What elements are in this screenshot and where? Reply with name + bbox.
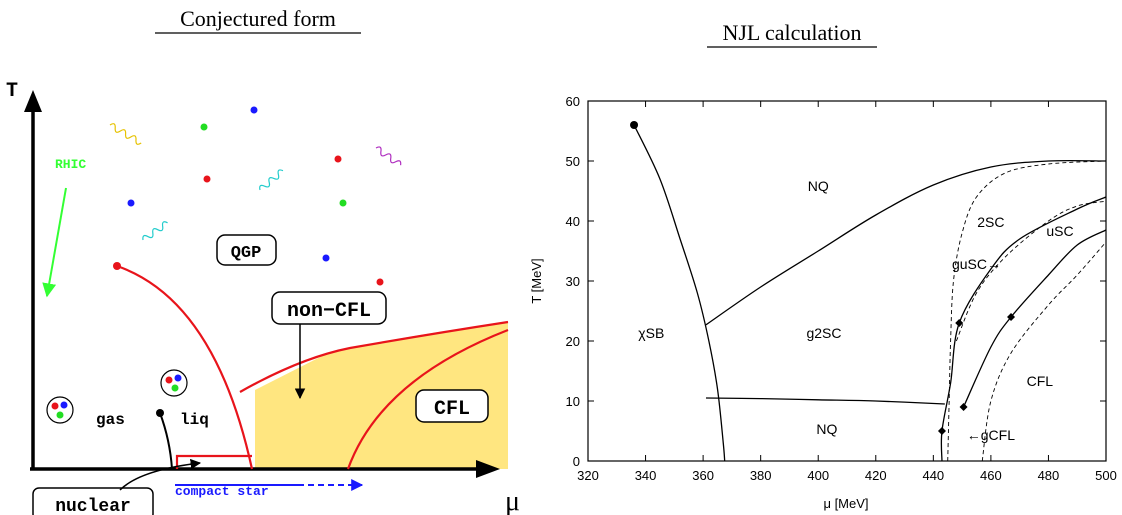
y-tick-label: 60: [566, 94, 580, 109]
x-tick-label: 320: [577, 468, 599, 483]
y-tick-label: 10: [566, 394, 580, 409]
x-tick-label: 440: [922, 468, 944, 483]
njl-region-label: χSB: [638, 325, 664, 341]
y-tick-label: 40: [566, 214, 580, 229]
x-tick-label: 420: [865, 468, 887, 483]
cfl-boundary-line: [346, 328, 509, 470]
liquid-gas-line: [159, 412, 173, 470]
compact-star-label: compact star: [175, 484, 269, 499]
left-x-axis-arrowhead: [476, 460, 500, 478]
x-tick-label: 500: [1095, 468, 1117, 483]
liq-label: liq: [180, 411, 209, 429]
njl-x-axis-label: μ [MeV]: [823, 496, 868, 511]
njl-diamond-marker: [955, 319, 964, 327]
left-y-axis-label: T: [6, 80, 18, 103]
njl-dashed-boundary: [955, 200, 1107, 342]
nuclear-label: nuclear: [55, 497, 131, 515]
critical-point-left: [113, 262, 121, 270]
quark-dot: [339, 199, 347, 207]
quark-dot: [322, 254, 330, 262]
hadron-icon-gas: [46, 396, 74, 424]
left-x-axis-label: μ: [505, 486, 520, 515]
nuclear-box: [32, 487, 154, 515]
x-tick-label: 340: [635, 468, 657, 483]
right-panel: NJL calculation 320 340 360 380 400 420 440 460…: [529, 20, 1117, 511]
njl-region-label: CFL: [1027, 373, 1054, 389]
njl-solid-boundary: [940, 196, 1107, 462]
non-cfl-box: [271, 291, 387, 325]
quark-dot: [203, 175, 211, 183]
y-tick-label: 50: [566, 154, 580, 169]
njl-plot-frame: [587, 100, 1107, 462]
nuclear-arrow: [119, 458, 202, 491]
left-panel: Conjectured form T μ RHIC QGP non−CFL CF…: [6, 6, 520, 515]
njl-dashed-boundary: [981, 241, 1107, 462]
x-tick-label: 380: [750, 468, 772, 483]
left-y-axis-arrowhead: [24, 90, 42, 112]
njl-region-label: guSC→: [952, 256, 1001, 272]
non-cfl-label: non−CFL: [287, 300, 371, 323]
gluon-squiggle: [259, 169, 284, 191]
quark-dot: [376, 278, 384, 286]
njl-solid-boundary: [705, 159, 1107, 326]
njl-markers: [630, 121, 1016, 435]
non-cfl-upper-line: [239, 320, 509, 393]
chiral-boundary-line: [116, 264, 254, 470]
njl-solid-boundary: [962, 229, 1107, 408]
y-tick-label: 30: [566, 274, 580, 289]
quark-dot: [200, 123, 208, 131]
njl-solid-boundary: [705, 397, 945, 405]
gluon-squiggle: [375, 146, 402, 166]
njl-solid-boundary: [633, 124, 726, 462]
njl-region-label: uSC: [1046, 223, 1073, 239]
x-tick-label: 400: [807, 468, 829, 483]
quark-dot: [250, 106, 258, 114]
gas-label: gas: [96, 411, 125, 429]
njl-region-label: 2SC: [977, 214, 1004, 230]
njl-axis-ticks: 320 340 360 380 400 420 440 460 480 500 0 10 20 30 40 5…: [566, 94, 1117, 483]
gluon-squiggle: [142, 221, 168, 241]
njl-phase-lines: [633, 124, 1107, 462]
njl-region-label: NQ: [808, 178, 829, 194]
qgp-label: QGP: [231, 244, 262, 263]
x-tick-label: 480: [1038, 468, 1060, 483]
gluon-squiggle: [109, 123, 142, 145]
cfl-region: [255, 322, 508, 469]
left-title: Conjectured form: [180, 6, 336, 31]
x-tick-label: 460: [980, 468, 1002, 483]
njl-diamond-marker: [1007, 313, 1016, 321]
quark-dot: [127, 199, 135, 207]
cfl-label: CFL: [434, 398, 470, 421]
right-title: NJL calculation: [722, 20, 861, 45]
njl-diamond-marker: [937, 427, 946, 435]
njl-critical-point: [630, 121, 639, 129]
nuclear-boundary-line: [175, 454, 252, 469]
njl-region-labels: NQ χSB g2SC NQ 2SC uSC guSC→ CFL ←gCFL: [638, 178, 1073, 443]
y-tick-label: 0: [573, 454, 580, 469]
cfl-box: [415, 389, 489, 423]
rhic-arrow: [42, 187, 67, 298]
x-tick-label: 360: [692, 468, 714, 483]
njl-region-label: ←gCFL: [967, 427, 1015, 443]
rhic-label: RHIC: [55, 157, 86, 172]
njl-region-label: NQ: [816, 421, 837, 437]
njl-diamond-marker: [959, 403, 968, 411]
njl-dashed-boundary: [947, 160, 1107, 462]
njl-region-label: g2SC: [806, 325, 841, 341]
quark-dot: [334, 155, 342, 163]
qgp-box: [216, 234, 277, 266]
y-tick-label: 20: [566, 334, 580, 349]
liquid-gas-critical-point: [156, 409, 164, 417]
hadron-icon-liquid: [160, 369, 188, 397]
njl-y-axis-label: T [MeV]: [529, 258, 544, 303]
